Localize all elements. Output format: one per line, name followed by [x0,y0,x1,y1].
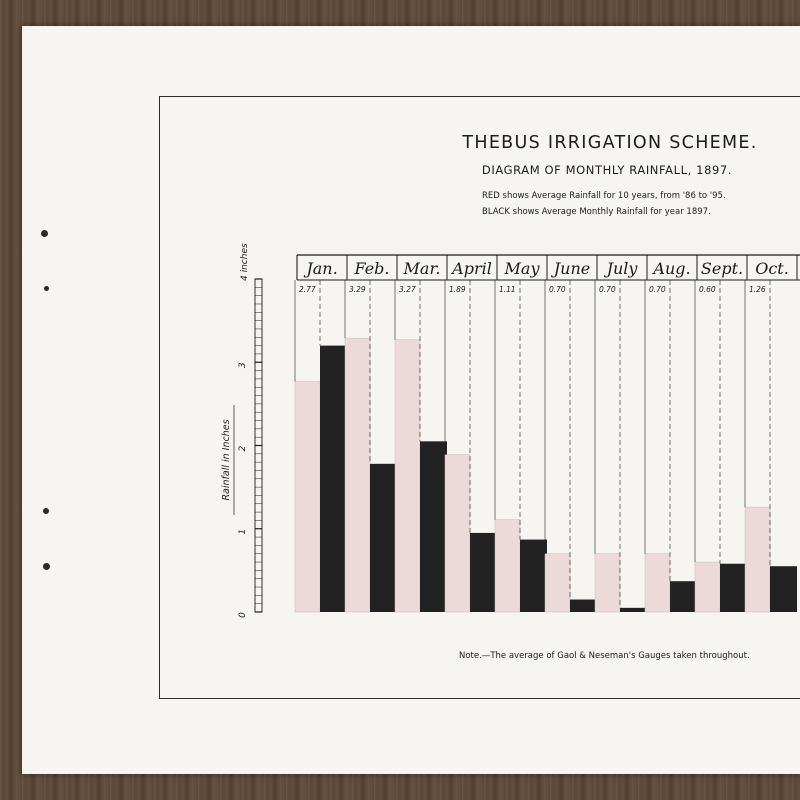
average-bar [294,381,321,613]
chart-subtitle: DIAGRAM OF MONTHLY RAINFALL, 1897. [481,163,733,177]
y-tick-label: 3 [238,362,248,368]
month-label: Mar. [403,259,441,278]
y-tick-label: 0 [238,612,248,618]
year-1897-bar [720,563,747,612]
legend-black-text: BLACK shows Average Monthly Rainfall for… [482,207,711,217]
punch-hole [41,230,48,237]
average-bar [494,519,521,613]
month-label: Sept. [701,259,743,278]
punch-hole [43,563,50,570]
value-label: 0.70 [549,285,566,294]
year-1897-bar [620,607,647,612]
chart-frame [159,96,800,699]
value-label: 3.27 [399,285,416,294]
average-bar [644,553,671,613]
month-label: Aug. [651,259,690,278]
chart-title: THEBUS IRRIGATION SCHEME. [462,133,758,153]
month-label: May [504,259,541,278]
average-bar [444,454,471,613]
value-label: 3.29 [349,285,366,294]
month-label: Jan. [303,259,337,278]
value-label: 2.77 [299,285,316,294]
average-bar [694,561,721,613]
year-1897-bar [420,441,447,612]
y-tick-label: 2 [238,445,248,451]
average-bar [394,339,421,613]
year-1897-bar [370,463,397,612]
y-axis-unit-label: 4 inches [240,243,250,281]
y-tick-label: 1 [238,529,248,535]
value-label: 1.89 [449,285,466,294]
average-bar [544,553,571,613]
month-label: June [551,259,591,278]
value-label: 0.70 [649,285,666,294]
legend-red-text: RED shows Average Rainfall for 10 years,… [482,191,726,201]
chart-note: Note.—The average of Gaol & Neseman's Ga… [459,651,750,661]
value-label: 0.60 [699,285,716,294]
year-1897-bar [520,539,547,612]
y-axis-title: Rainfall in Inches [221,419,232,500]
punch-hole [43,508,49,514]
value-label: 1.11 [499,285,516,294]
value-label: 1.26 [749,285,766,294]
year-1897-bar [570,599,597,612]
value-label: 0.70 [599,285,616,294]
year-1897-bar [770,566,797,612]
month-label: April [450,259,492,278]
punch-hole [44,286,49,291]
month-label: Oct. [755,259,789,278]
year-1897-bar [470,532,497,612]
month-label: Feb. [353,259,389,278]
year-1897-bar [670,581,697,612]
average-bar [344,337,371,613]
average-bar [594,553,621,613]
month-label: July [604,259,639,278]
year-1897-bar [320,345,347,612]
average-bar [744,506,771,613]
